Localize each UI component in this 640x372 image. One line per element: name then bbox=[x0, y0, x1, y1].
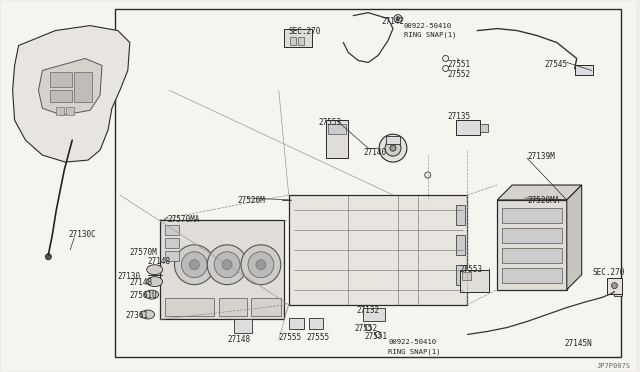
Text: SEC.270: SEC.270 bbox=[289, 26, 321, 36]
Text: RING SNAP(1): RING SNAP(1) bbox=[404, 32, 456, 38]
Bar bbox=[456, 265, 465, 285]
Circle shape bbox=[214, 252, 240, 278]
Bar bbox=[456, 205, 465, 225]
Text: 27551: 27551 bbox=[447, 61, 471, 70]
Circle shape bbox=[396, 17, 400, 20]
Text: JP7P007S: JP7P007S bbox=[596, 363, 630, 369]
Circle shape bbox=[45, 254, 51, 260]
Bar bbox=[51, 90, 72, 102]
Polygon shape bbox=[38, 58, 102, 115]
Bar bbox=[289, 195, 467, 305]
Bar bbox=[461, 272, 472, 280]
Bar bbox=[308, 318, 323, 330]
Bar bbox=[51, 73, 72, 87]
Text: 27148: 27148 bbox=[148, 257, 171, 266]
Circle shape bbox=[189, 260, 199, 270]
Text: 27139M: 27139M bbox=[527, 152, 555, 161]
Bar bbox=[363, 308, 385, 321]
Text: 27553: 27553 bbox=[460, 265, 483, 274]
Bar bbox=[502, 228, 562, 243]
Polygon shape bbox=[13, 26, 130, 162]
Text: 27520M: 27520M bbox=[237, 196, 265, 205]
Text: 27552: 27552 bbox=[447, 70, 471, 80]
Text: 27570M: 27570M bbox=[130, 248, 157, 257]
Text: 27148: 27148 bbox=[227, 336, 250, 344]
Bar bbox=[115, 9, 621, 357]
Circle shape bbox=[207, 245, 247, 285]
Bar bbox=[251, 298, 281, 315]
Circle shape bbox=[611, 283, 618, 289]
Bar bbox=[159, 220, 284, 320]
Text: 27130C: 27130C bbox=[68, 230, 96, 239]
Bar bbox=[289, 318, 303, 330]
Bar bbox=[328, 124, 346, 134]
Bar bbox=[164, 251, 179, 261]
Circle shape bbox=[390, 145, 396, 151]
Text: 27140: 27140 bbox=[363, 148, 387, 157]
Bar bbox=[456, 235, 465, 255]
Bar bbox=[290, 36, 296, 45]
Circle shape bbox=[379, 134, 407, 162]
Text: 27553: 27553 bbox=[319, 118, 342, 127]
Text: 27552: 27552 bbox=[355, 324, 378, 333]
Bar bbox=[502, 208, 562, 223]
Bar bbox=[56, 107, 64, 115]
Bar bbox=[502, 248, 562, 263]
Text: 27361: 27361 bbox=[126, 311, 149, 320]
Text: SEC.270: SEC.270 bbox=[593, 268, 625, 277]
Polygon shape bbox=[497, 185, 582, 200]
Text: 27145N: 27145N bbox=[564, 339, 593, 349]
Bar bbox=[575, 65, 593, 76]
Text: 27520MA: 27520MA bbox=[527, 196, 559, 205]
Text: 00922-50410: 00922-50410 bbox=[388, 339, 436, 346]
Circle shape bbox=[385, 140, 401, 156]
Text: 00922-50410: 00922-50410 bbox=[404, 23, 452, 29]
Text: 27561U: 27561U bbox=[130, 291, 157, 299]
Bar bbox=[284, 29, 312, 46]
Bar bbox=[67, 107, 74, 115]
Text: 27132: 27132 bbox=[356, 305, 380, 315]
Bar bbox=[326, 120, 348, 158]
Text: 27555: 27555 bbox=[279, 333, 302, 343]
Text: 27148: 27148 bbox=[130, 278, 153, 287]
Circle shape bbox=[175, 245, 214, 285]
Bar bbox=[607, 278, 623, 294]
Circle shape bbox=[182, 252, 207, 278]
Text: 27545: 27545 bbox=[545, 61, 568, 70]
Text: 27551: 27551 bbox=[364, 333, 387, 341]
Polygon shape bbox=[567, 185, 582, 290]
Bar bbox=[164, 298, 214, 315]
Text: 27555: 27555 bbox=[307, 333, 330, 343]
Text: RING SNAP(1): RING SNAP(1) bbox=[388, 349, 440, 355]
Polygon shape bbox=[497, 200, 567, 290]
Text: 27142: 27142 bbox=[381, 17, 404, 26]
Circle shape bbox=[241, 245, 281, 285]
Ellipse shape bbox=[147, 265, 163, 275]
Circle shape bbox=[248, 252, 274, 278]
Bar bbox=[614, 288, 623, 296]
Bar bbox=[456, 120, 481, 135]
Bar bbox=[298, 36, 303, 45]
Bar bbox=[74, 73, 92, 102]
Bar bbox=[234, 320, 252, 333]
Text: 27570MA: 27570MA bbox=[168, 215, 200, 224]
Circle shape bbox=[222, 260, 232, 270]
Bar bbox=[386, 136, 400, 144]
Ellipse shape bbox=[141, 310, 155, 319]
Ellipse shape bbox=[145, 290, 159, 299]
Bar bbox=[219, 298, 247, 315]
Bar bbox=[502, 268, 562, 283]
Bar bbox=[164, 238, 179, 248]
Bar bbox=[481, 124, 488, 132]
Text: 27130: 27130 bbox=[118, 272, 141, 281]
Ellipse shape bbox=[147, 277, 163, 286]
Bar bbox=[164, 225, 179, 235]
Bar bbox=[460, 270, 490, 292]
Text: 27135: 27135 bbox=[447, 112, 471, 121]
Circle shape bbox=[256, 260, 266, 270]
